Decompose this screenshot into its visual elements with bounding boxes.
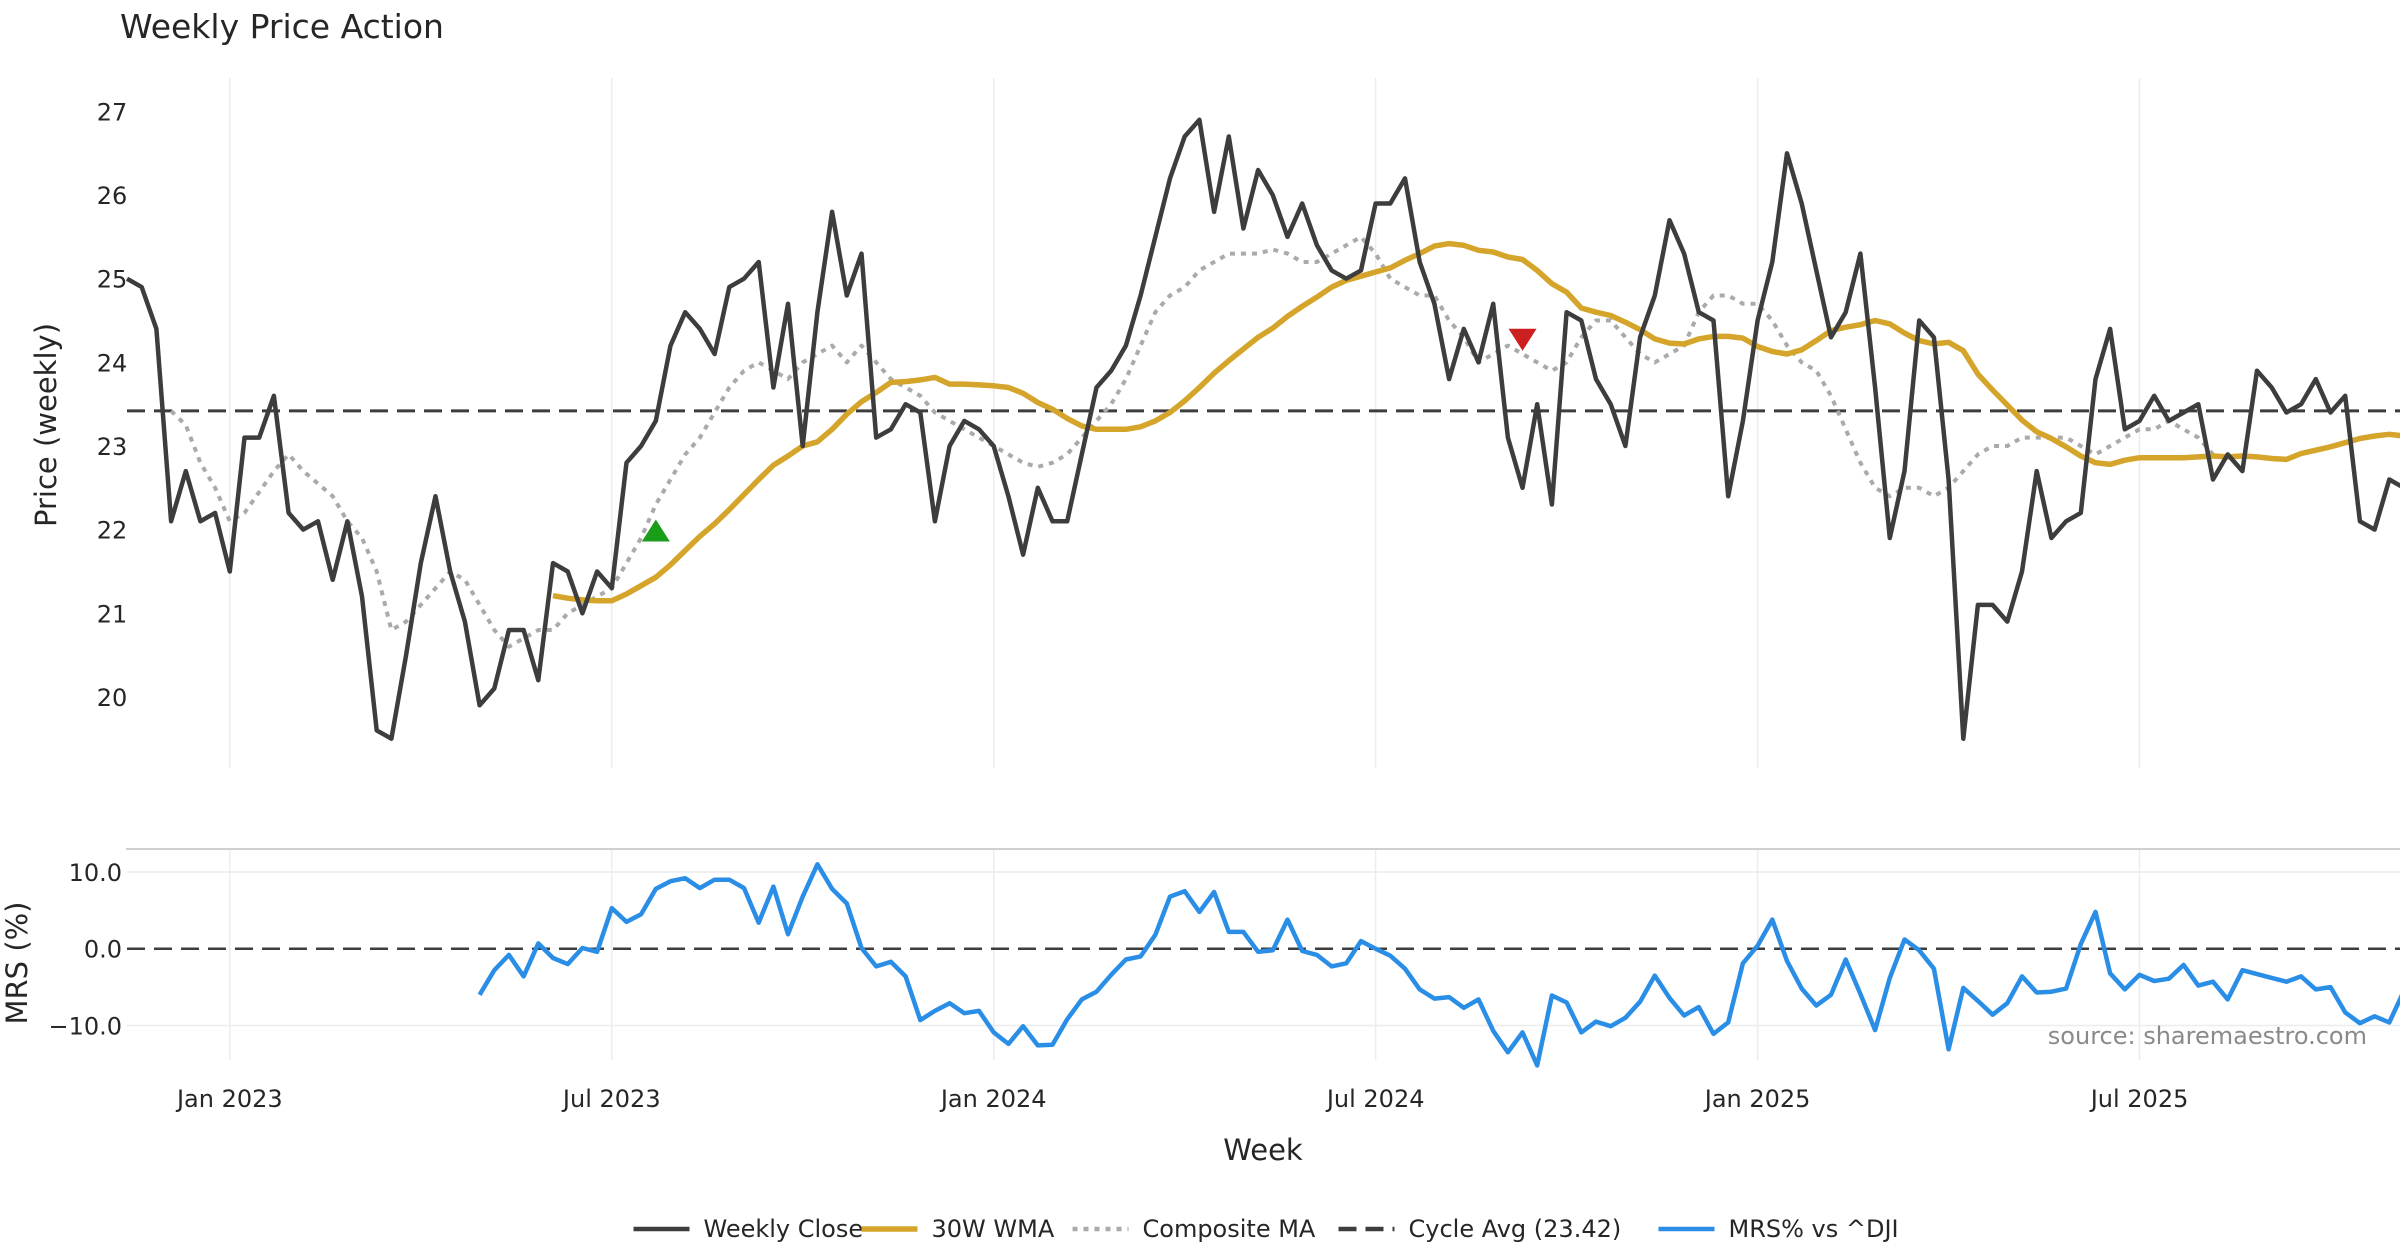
legend-label: MRS% vs ^DJI <box>1729 1215 1899 1243</box>
sell-signal-triangle <box>1508 328 1537 351</box>
price-y-ticks: 20 21 22 23 24 25 26 27 <box>97 98 128 711</box>
legend-item: Cycle Avg (23.42) <box>1338 1215 1622 1243</box>
legend: Weekly Close 30W WMA Composite MA Cycle Avg… <box>633 1215 1899 1243</box>
price-y-tick-label: 20 <box>97 684 128 712</box>
price-y-tick-label: 27 <box>97 98 128 126</box>
price-y-tick-label: 25 <box>97 266 128 294</box>
mrs-y-tick-label: 0.0 <box>84 936 122 964</box>
composite-ma-line <box>169 234 2229 649</box>
chart-title: Weekly Price Action <box>120 7 444 46</box>
x-tick-label: Jan 2023 <box>175 1085 283 1113</box>
legend-label: Cycle Avg (23.42) <box>1409 1215 1622 1243</box>
price-y-tick-label: 22 <box>97 517 128 545</box>
mrs-y-tick-label: −10.0 <box>48 1012 122 1040</box>
price-y-tick-label: 24 <box>97 349 128 377</box>
x-tick-label: Jan 2024 <box>939 1085 1047 1113</box>
x-axis-title: Week <box>1223 1133 1303 1167</box>
mrs-line <box>477 862 2400 1068</box>
weekly-close-line <box>125 117 2400 741</box>
legend-item: 30W WMA <box>861 1215 1055 1243</box>
price-y-tick-label: 23 <box>97 433 128 461</box>
legend-item: MRS% vs ^DJI <box>1658 1215 1899 1243</box>
legend-label: 30W WMA <box>932 1215 1055 1243</box>
price-y-tick-label: 21 <box>97 600 128 628</box>
mrs-gridlines <box>127 849 2400 1060</box>
x-axis-ticks: Jan 2023 Jul 2023 Jan 2024 Jul 2024 Jan 2025… <box>175 1085 2188 1113</box>
legend-label: Weekly Close <box>704 1215 864 1243</box>
x-tick-label: Jan 2025 <box>1703 1085 1811 1113</box>
buy-signal-triangle <box>641 519 670 542</box>
legend-item: Composite MA <box>1072 1215 1316 1243</box>
legend-item: Weekly Close <box>633 1215 864 1243</box>
mrs-y-axis-title: MRS (%) <box>0 902 34 1025</box>
mrs-y-ticks: 10.0 0.0 −10.0 <box>48 859 122 1040</box>
x-tick-label: Jul 2025 <box>2089 1085 2189 1113</box>
x-tick-label: Jul 2023 <box>561 1085 661 1113</box>
source-note: source: sharemaestro.com <box>2048 1022 2367 1050</box>
legend-label: Composite MA <box>1143 1215 1316 1243</box>
price-y-tick-label: 26 <box>97 182 128 210</box>
price-y-axis-title: Price (weekly) <box>29 323 63 527</box>
x-tick-label: Jul 2024 <box>1325 1085 1425 1113</box>
price-gridlines <box>229 78 2141 768</box>
mrs-y-tick-label: 10.0 <box>69 859 122 887</box>
